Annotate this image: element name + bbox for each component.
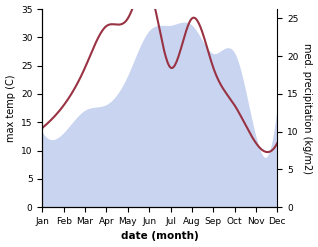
Y-axis label: med. precipitation (kg/m2): med. precipitation (kg/m2) [302,43,313,174]
Y-axis label: max temp (C): max temp (C) [5,74,16,142]
X-axis label: date (month): date (month) [121,231,199,242]
